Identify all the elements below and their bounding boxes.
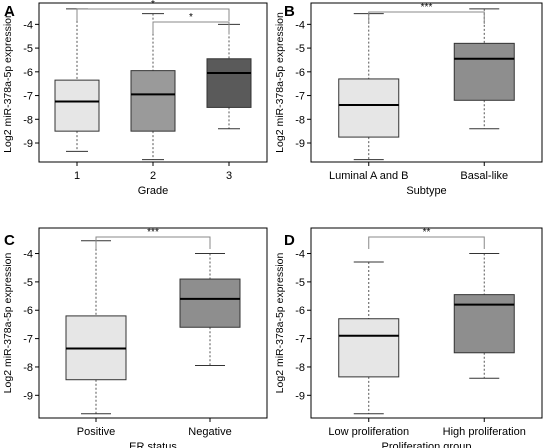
x-tick-label: 3: [226, 170, 232, 182]
panel-a: A -4 -5 -6 -7 -8 -9 Log2 miR-378a-5p expression…: [2, 0, 268, 197]
y-tick-label: -7: [295, 91, 305, 103]
box-1: [338, 13, 400, 161]
panel-b: B-4 -5 -6 -7 -8 -9 Log2 miR-378a-5p expression…: [274, 2, 543, 197]
x-tick-label: High proliferation: [443, 426, 526, 438]
x-axis-label: Grade: [138, 185, 169, 197]
bracket-line: [76, 8, 230, 21]
significance-bracket: *: [76, 0, 230, 21]
panel-letter: C: [4, 232, 15, 249]
box-1: [54, 8, 100, 152]
bracket-line: [368, 11, 485, 24]
y-tick-label: -6: [295, 305, 305, 317]
box-body: [453, 42, 515, 101]
box-2: [130, 13, 176, 161]
y-tick-label: -8: [23, 362, 33, 374]
bracket-line: [152, 21, 230, 34]
significance-label: ***: [421, 2, 433, 13]
x-tick-label: Negative: [188, 426, 231, 438]
box-3: [206, 23, 252, 130]
box-2: [453, 253, 515, 379]
significance-bracket: *: [152, 12, 230, 34]
y-axis-label: Log2 miR-378a-5p expression: [274, 253, 286, 394]
y-tick-label: -5: [295, 277, 305, 289]
box-2: [179, 253, 241, 367]
significance-label: *: [151, 0, 155, 10]
panel-letter: B: [284, 3, 295, 20]
y-tick-label: -9: [295, 138, 305, 150]
x-axis-label: ER status: [129, 441, 177, 448]
plot-frame: [38, 227, 268, 419]
x-tick-label: Low proliferation: [328, 426, 409, 438]
box-1: [65, 240, 127, 415]
y-tick-label: -5: [23, 43, 33, 55]
y-tick-label: -6: [23, 67, 33, 79]
y-axis-label: Log2 miR-378a-5p expression: [274, 12, 286, 153]
bracket-line: [368, 236, 485, 249]
y-tick-label: -6: [295, 67, 305, 79]
significance-label: ***: [147, 227, 159, 238]
significance-bracket: ***: [368, 2, 485, 24]
significance-bracket: ***: [95, 227, 211, 249]
y-tick-label: -7: [23, 334, 33, 346]
y-tick-label: -8: [295, 114, 305, 126]
bracket-line: [95, 236, 211, 249]
box-body: [206, 58, 252, 108]
plot-frame: [310, 227, 543, 419]
y-tick-label: -4: [23, 19, 33, 31]
box-2: [453, 8, 515, 130]
panel-d: D-4 -5 -6 -7 -8 -9 Log2 miR-378a-5p expression…: [274, 227, 543, 448]
y-tick-label: -5: [295, 43, 305, 55]
x-tick-label: Positive: [77, 426, 116, 438]
x-tick-label: 2: [150, 170, 156, 182]
box-body: [338, 78, 400, 138]
y-tick-label: -4: [23, 249, 33, 261]
y-tick-label: -7: [295, 334, 305, 346]
box-body: [130, 70, 176, 132]
x-axis-label: Subtype: [406, 185, 446, 197]
x-axis-label: Proliferation group: [382, 441, 472, 448]
box-1: [338, 261, 400, 415]
panel-letter: D: [284, 232, 295, 249]
y-tick-label: -9: [295, 390, 305, 402]
y-axis-label: Log2 miR-378a-5p expression: [2, 253, 14, 394]
y-tick-label: -4: [295, 249, 305, 261]
y-tick-label: -7: [23, 91, 33, 103]
y-tick-label: -6: [23, 305, 33, 317]
y-tick-label: -8: [23, 114, 33, 126]
x-tick-label: Luminal A and B: [329, 170, 409, 182]
significance-bracket: **: [368, 227, 485, 249]
significance-label: *: [189, 12, 193, 23]
y-tick-label: -5: [23, 277, 33, 289]
y-axis-label: Log2 miR-378a-5p expression: [2, 12, 14, 153]
x-tick-label: Basal-like: [460, 170, 508, 182]
box-body: [453, 294, 515, 354]
box-body: [179, 278, 241, 328]
significance-label: **: [423, 227, 431, 238]
y-tick-label: -9: [23, 390, 33, 402]
box-body: [54, 79, 100, 132]
box-body: [338, 318, 400, 378]
y-tick-label: -9: [23, 138, 33, 150]
x-tick-label: 1: [74, 170, 80, 182]
panel-letter: A: [4, 3, 15, 20]
y-tick-label: -8: [295, 362, 305, 374]
panel-c: C -4 -5 -6 -7 -8 -9 Log2 miR-378a-5p expression…: [2, 227, 268, 448]
y-tick-label: -4: [295, 19, 305, 31]
plot-frame: [310, 2, 543, 163]
